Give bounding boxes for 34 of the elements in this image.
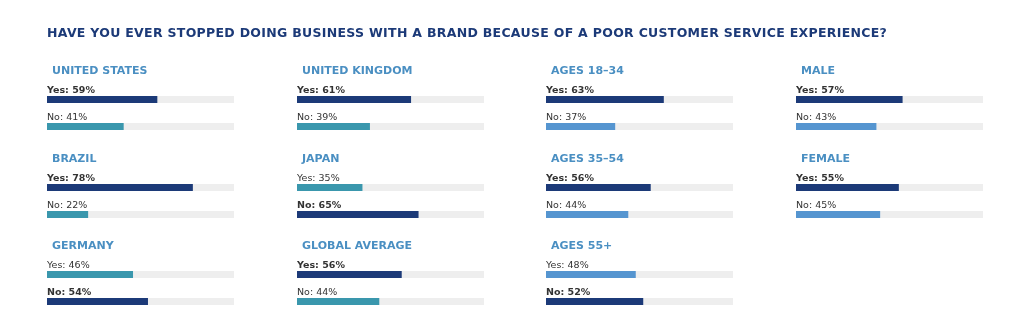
- chart-title: FEMALE: [800, 151, 850, 165]
- chart-title: UNITED STATES: [52, 64, 148, 77]
- data-label: Yes: 35%: [295, 171, 340, 182]
- chart-title: GLOBAL AVERAGE: [301, 239, 412, 252]
- chart-title: BRAZIL: [52, 151, 97, 165]
- data-label: No: 39%: [296, 110, 337, 122]
- chart-title: AGES 35–54: [551, 151, 625, 165]
- data-label: No: 43%: [795, 110, 837, 122]
- data-label: No: 44%: [296, 285, 337, 297]
- chart-title: GERMANY: [52, 239, 115, 252]
- data-label: No: 37%: [546, 110, 587, 122]
- chart-title: MALE: [800, 64, 835, 77]
- data-label: Yes: 56%: [295, 258, 346, 270]
- chart-title: AGES 55+: [551, 239, 613, 252]
- chart-title: JAPAN: [300, 151, 339, 165]
- chart-title: AGES 18–34: [551, 64, 625, 77]
- data-label: No: 45%: [795, 198, 837, 209]
- data-label: Yes: 61%: [295, 83, 346, 95]
- data-label: No: 54%: [47, 285, 92, 297]
- chart-title: UNITED KINGDOM: [301, 64, 413, 77]
- data-label: Yes: 48%: [545, 258, 589, 270]
- data-label: No: 52%: [546, 285, 591, 297]
- data-label: No: 22%: [47, 198, 88, 209]
- data-label: Yes: 56%: [545, 171, 595, 182]
- data-label: No: 65%: [296, 198, 342, 209]
- text: HAVE YOU EVER STOPPED DOING BUSINESS WITH A BRAND BECAUSE OF A POOR CUSTOMER SERVICE EXPERIENCE?: [47, 25, 888, 40]
- data-label: No: 44%: [546, 198, 587, 209]
- data-label: Yes: 59%: [46, 83, 96, 95]
- data-label: Yes: 63%: [545, 83, 595, 95]
- data-label: No: 41%: [47, 110, 88, 122]
- data-label: Yes: 46%: [46, 258, 90, 270]
- data-label: Yes: 55%: [794, 171, 845, 182]
- data-label: Yes: 78%: [46, 171, 96, 182]
- data-label: Yes: 57%: [794, 83, 845, 95]
